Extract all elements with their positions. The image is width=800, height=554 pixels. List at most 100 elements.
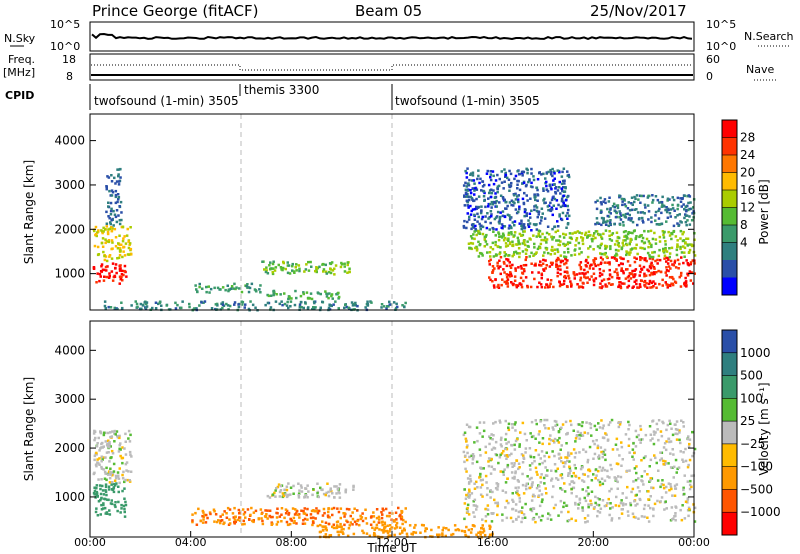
range-gate-cell: [655, 461, 658, 465]
range-gate-cell: [633, 195, 636, 199]
range-gate-cell: [544, 267, 547, 270]
range-gate-cell: [515, 243, 518, 246]
range-gate-cell: [401, 531, 404, 534]
range-gate-cell: [534, 449, 538, 452]
range-gate-cell: [95, 486, 98, 490]
range-gate-cell: [553, 454, 556, 458]
range-gate-cell: [640, 194, 643, 198]
range-gate-cell: [536, 193, 539, 196]
range-gate-cell: [627, 514, 630, 517]
range-gate-cell: [631, 487, 635, 491]
range-gate-cell: [680, 221, 683, 224]
range-gate-cell: [555, 265, 558, 268]
range-gate-cell: [385, 307, 388, 310]
range-gate-cell: [305, 291, 309, 294]
range-gate-cell: [479, 211, 483, 215]
range-gate-cell: [361, 519, 365, 523]
range-gate-cell: [110, 483, 113, 486]
range-gate-cell: [102, 268, 106, 272]
range-gate-cell: [558, 436, 561, 440]
range-gate-cell: [529, 432, 532, 435]
range-gate-cell: [181, 300, 184, 303]
range-gate-cell: [608, 210, 611, 214]
range-gate-cell: [662, 233, 665, 237]
range-gate-cell: [535, 486, 539, 490]
range-gate-cell: [639, 438, 642, 441]
range-gate-cell: [674, 216, 677, 219]
range-gate-cell: [650, 245, 653, 249]
range-gate-cell: [545, 451, 548, 454]
range-gate-cell: [103, 304, 107, 308]
range-gate-cell: [483, 191, 486, 195]
range-gate-cell: [333, 496, 336, 499]
range-gate-cell: [559, 254, 563, 257]
range-gate-cell: [331, 269, 335, 272]
range-gate-cell: [531, 481, 534, 484]
range-gate-cell: [642, 456, 646, 460]
range-gate-cell: [510, 462, 513, 465]
range-gate-cell: [311, 307, 314, 311]
range-gate-cell: [586, 276, 590, 279]
range-gate-cell: [529, 185, 533, 188]
range-gate-cell: [644, 455, 647, 458]
range-gate-cell: [104, 483, 108, 486]
range-gate-cell: [649, 477, 652, 480]
range-gate-cell: [528, 255, 531, 258]
range-gate-cell: [532, 175, 535, 178]
range-gate-cell: [575, 273, 579, 276]
range-gate-cell: [528, 179, 531, 182]
range-gate-cell: [395, 521, 399, 525]
range-gate-cell: [533, 205, 536, 208]
range-gate-cell: [584, 233, 587, 237]
range-gate-cell: [674, 487, 677, 490]
range-gate-cell: [118, 205, 121, 208]
range-gate-cell: [143, 301, 146, 304]
range-gate-cell: [530, 420, 534, 424]
range-gate-cell: [617, 264, 621, 267]
range-gate-cell: [232, 287, 235, 290]
range-gate-cell: [619, 256, 622, 259]
range-gate-cell: [608, 277, 611, 281]
range-gate-cell: [664, 243, 667, 246]
colorbar-swatch: [722, 207, 737, 226]
range-gate-cell: [118, 234, 121, 237]
range-gate-cell: [523, 214, 526, 218]
range-gate-cell: [474, 224, 477, 228]
range-gate-cell: [481, 254, 484, 257]
range-gate-cell: [348, 508, 351, 511]
range-gate-cell: [679, 441, 682, 445]
range-gate-cell: [511, 492, 514, 495]
range-gate-cell: [278, 302, 281, 306]
range-gate-cell: [516, 236, 520, 240]
range-gate-cell: [97, 500, 101, 503]
range-gate-cell: [501, 513, 504, 516]
range-gate-cell: [227, 308, 230, 311]
range-gate-cell: [475, 533, 478, 536]
range-gate-cell: [494, 487, 498, 490]
range-gate-cell: [100, 446, 103, 449]
range-gate-cell: [302, 291, 305, 294]
range-gate-cell: [99, 430, 102, 433]
range-gate-cell: [505, 447, 509, 451]
range-gate-cell: [645, 282, 648, 285]
range-gate-cell: [128, 440, 132, 443]
range-gate-cell: [471, 171, 475, 174]
range-gate-cell: [544, 239, 548, 242]
range-gate-cell: [321, 528, 325, 532]
range-gate-cell: [532, 223, 536, 226]
range-gate-cell: [649, 439, 652, 442]
range-gate-cell: [465, 446, 469, 449]
range-gate-cell: [114, 266, 117, 270]
range-gate-cell: [217, 519, 220, 522]
range-gate-cell: [468, 425, 472, 429]
range-gate-cell: [517, 194, 520, 197]
range-gate-cell: [239, 519, 242, 522]
range-gate-cell: [343, 523, 346, 527]
range-gate-cell: [302, 292, 305, 296]
range-gate-cell: [631, 448, 635, 451]
range-gate-cell: [625, 253, 628, 257]
range-gate-cell: [102, 445, 105, 448]
range-gate-cell: [678, 429, 681, 432]
range-gate-cell: [284, 508, 288, 511]
range-gate-cell: [672, 224, 676, 228]
